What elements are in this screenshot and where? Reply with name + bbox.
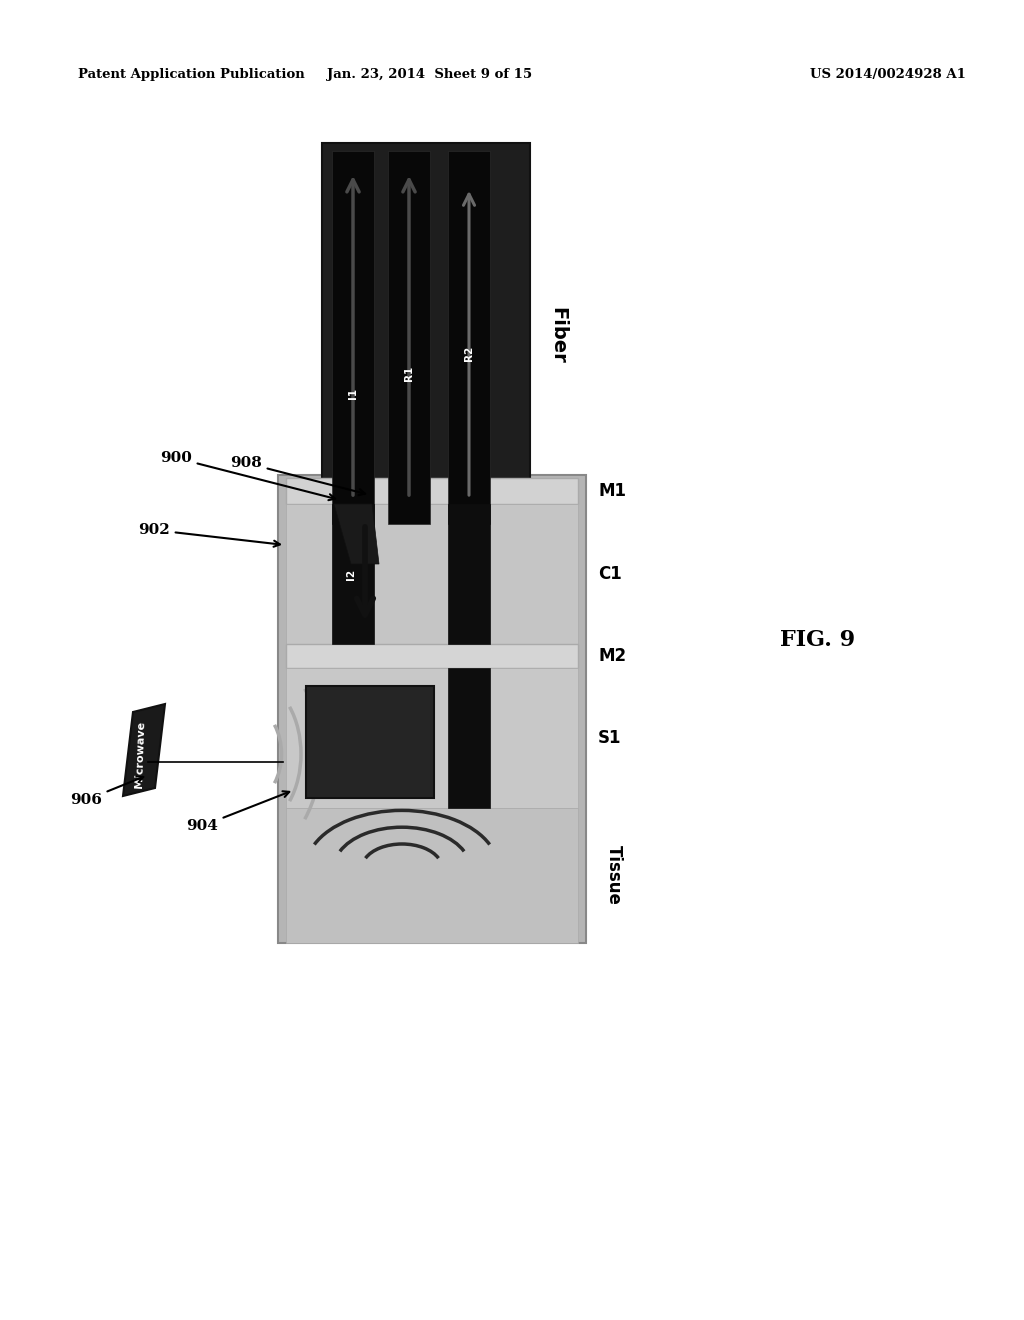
Polygon shape bbox=[334, 504, 379, 564]
Text: R1: R1 bbox=[404, 366, 414, 380]
Text: M2: M2 bbox=[598, 647, 626, 665]
Bar bbox=[286, 668, 578, 808]
Bar bbox=[306, 686, 434, 799]
Bar bbox=[332, 150, 374, 524]
Bar bbox=[286, 478, 578, 504]
Text: Microwave: Microwave bbox=[134, 721, 146, 788]
Bar bbox=[286, 504, 578, 644]
Polygon shape bbox=[123, 704, 165, 796]
Text: I1: I1 bbox=[348, 388, 358, 399]
Text: 902: 902 bbox=[138, 523, 280, 546]
Text: C1: C1 bbox=[598, 565, 622, 583]
Text: I2: I2 bbox=[346, 569, 356, 579]
Text: Fiber: Fiber bbox=[549, 306, 567, 363]
Text: 900: 900 bbox=[160, 451, 335, 500]
Bar bbox=[388, 150, 430, 524]
Bar bbox=[286, 644, 578, 668]
Text: 904: 904 bbox=[186, 791, 289, 833]
Text: 908: 908 bbox=[230, 455, 366, 495]
Text: S1: S1 bbox=[598, 729, 622, 747]
Text: FIG. 9: FIG. 9 bbox=[780, 630, 855, 651]
Text: Patent Application Publication: Patent Application Publication bbox=[78, 69, 305, 81]
Text: 906: 906 bbox=[70, 776, 143, 807]
Bar bbox=[286, 808, 578, 942]
Text: US 2014/0024928 A1: US 2014/0024928 A1 bbox=[810, 69, 966, 81]
Text: R2: R2 bbox=[464, 346, 474, 360]
Bar bbox=[322, 143, 530, 528]
Bar bbox=[332, 504, 374, 644]
Bar bbox=[449, 504, 490, 644]
Text: Jan. 23, 2014  Sheet 9 of 15: Jan. 23, 2014 Sheet 9 of 15 bbox=[328, 69, 532, 81]
Text: M1: M1 bbox=[598, 482, 626, 500]
Bar bbox=[449, 150, 490, 524]
Bar bbox=[449, 668, 490, 808]
Text: Tissue: Tissue bbox=[605, 845, 623, 906]
Bar bbox=[278, 475, 586, 942]
